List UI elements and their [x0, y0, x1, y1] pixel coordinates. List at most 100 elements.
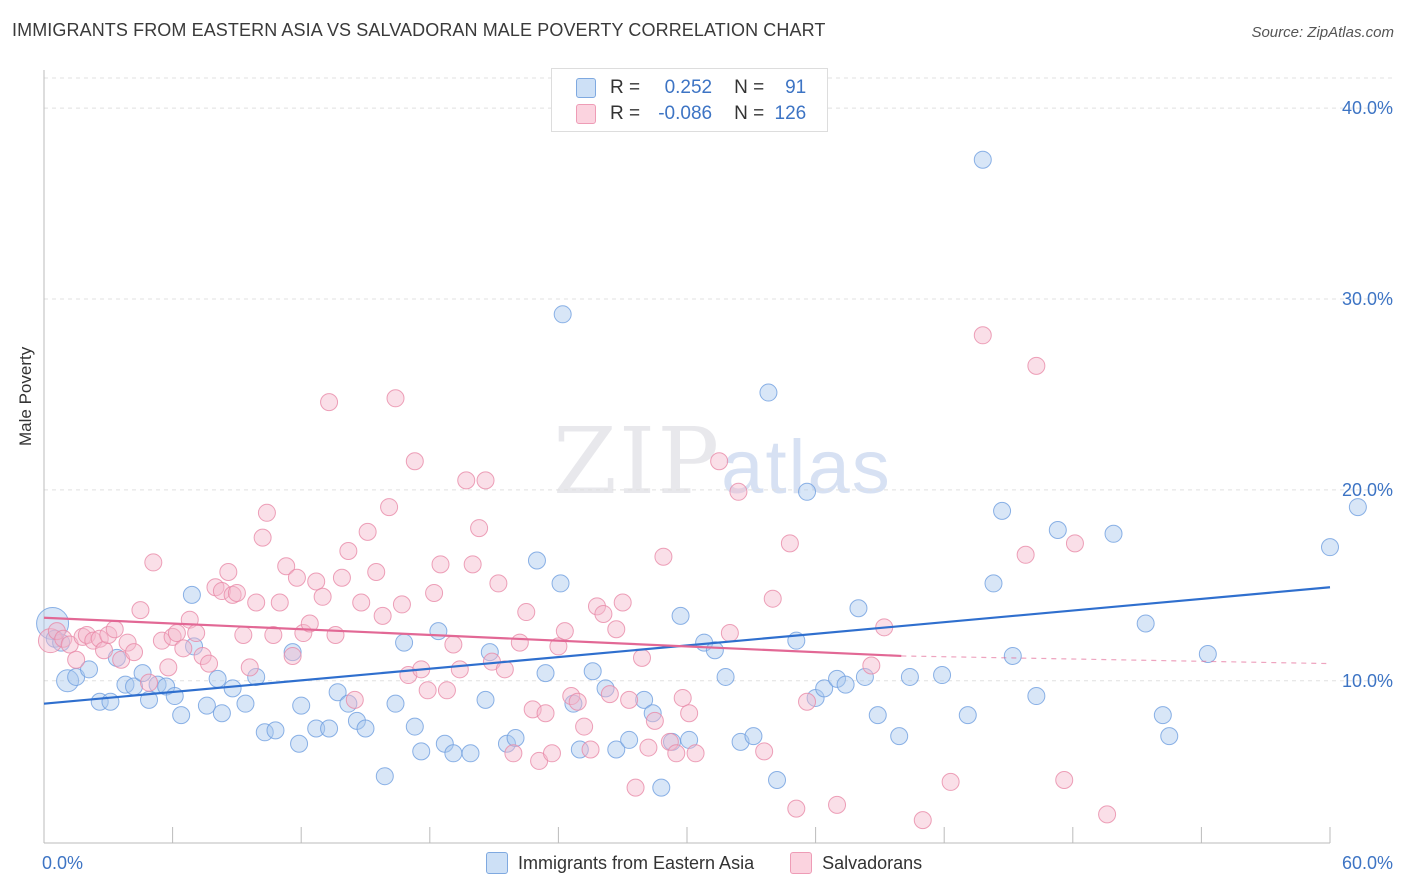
point-salvadoran: [425, 583, 444, 602]
point-salvadoran: [1055, 771, 1074, 790]
point-eastern-asia: [759, 383, 778, 402]
point-eastern-asia: [607, 740, 626, 759]
point-salvadoran: [118, 633, 137, 652]
point-salvadoran: [367, 562, 386, 581]
point-eastern-asia: [798, 482, 817, 501]
point-salvadoran: [219, 562, 238, 581]
y-tick-label: 30.0%: [1342, 289, 1393, 309]
x-tick-label: 0.0%: [42, 853, 83, 873]
bottom-legend-label: Salvadorans: [822, 852, 923, 873]
point-eastern-asia: [958, 706, 977, 725]
point-salvadoran: [1016, 545, 1035, 564]
point-eastern-asia: [223, 679, 242, 698]
point-eastern-asia: [283, 643, 302, 662]
point-eastern-asia: [172, 706, 191, 725]
point-eastern-asia: [444, 744, 463, 763]
bottom-legend: Immigrants from Eastern Asia Salvadorans: [486, 852, 958, 874]
point-eastern-asia: [290, 734, 309, 753]
point-salvadoran: [476, 471, 495, 490]
point-eastern-asia: [744, 727, 763, 746]
point-eastern-asia: [429, 622, 448, 641]
legend-swatch-pink: [576, 104, 596, 124]
point-eastern-asia: [405, 717, 424, 736]
point-eastern-asia: [208, 669, 227, 688]
point-salvadoran: [787, 799, 806, 818]
point-salvadoran: [358, 522, 377, 541]
point-salvadoran: [1065, 534, 1084, 553]
point-eastern-asia: [652, 778, 671, 797]
point-eastern-asia: [133, 664, 152, 683]
point-salvadoran: [780, 534, 799, 553]
point-salvadoran: [270, 593, 289, 612]
point-salvadoran: [193, 646, 212, 665]
point-salvadoran: [405, 452, 424, 471]
point-salvadoran: [320, 393, 339, 412]
point-eastern-asia: [182, 585, 201, 604]
point-salvadoran: [720, 624, 739, 643]
point-salvadoran: [862, 656, 881, 675]
point-salvadoran: [152, 631, 171, 650]
point-salvadoran: [167, 624, 186, 643]
point-salvadoran: [626, 778, 645, 797]
point-salvadoran: [247, 593, 266, 612]
point-eastern-asia: [80, 660, 99, 679]
point-eastern-asia: [768, 771, 787, 790]
point-eastern-asia: [933, 666, 952, 685]
point-salvadoran: [710, 452, 729, 471]
point-salvadoran: [283, 646, 302, 665]
point-salvadoran: [131, 601, 150, 620]
point-salvadoran: [257, 503, 276, 522]
point-salvadoran: [504, 744, 523, 763]
point-eastern-asia: [553, 305, 572, 324]
point-eastern-asia: [836, 675, 855, 694]
bottom-legend-salvadorans: Salvadorans: [790, 852, 922, 874]
point-eastern-asia: [1048, 520, 1067, 539]
legend-n-label: N =: [734, 103, 765, 124]
point-salvadoran: [227, 583, 246, 602]
point-salvadoran: [352, 593, 371, 612]
point-eastern-asia: [328, 683, 347, 702]
point-salvadoran: [463, 555, 482, 574]
point-eastern-asia: [101, 692, 120, 711]
point-salvadoran: [1098, 805, 1117, 824]
point-eastern-asia: [307, 719, 326, 738]
point-salvadoran: [763, 589, 782, 608]
point-eastern-asia: [993, 501, 1012, 520]
point-salvadoran: [620, 690, 639, 709]
point-salvadoran: [95, 641, 114, 660]
point-salvadoran: [380, 498, 399, 517]
point-eastern-asia: [212, 704, 231, 723]
point-salvadoran: [660, 732, 679, 751]
y-tick-label: 40.0%: [1342, 98, 1393, 118]
point-eastern-asia: [900, 667, 919, 686]
point-eastern-asia: [527, 551, 546, 570]
point-eastern-asia: [461, 744, 480, 763]
legend-r-value: 0.252: [664, 77, 713, 98]
point-eastern-asia: [705, 641, 724, 660]
point-salvadoran: [680, 704, 699, 723]
legend-n-label: N =: [734, 77, 765, 98]
point-salvadoran: [144, 553, 163, 572]
point-eastern-asia: [868, 706, 887, 725]
point-eastern-asia: [356, 719, 375, 738]
point-salvadoran: [581, 740, 600, 759]
point-salvadoran: [253, 528, 272, 547]
point-salvadoran: [536, 704, 555, 723]
point-eastern-asia: [476, 690, 495, 709]
bottom-legend-label: Immigrants from Eastern Asia: [518, 852, 755, 873]
point-salvadoran: [307, 572, 326, 591]
point-eastern-asia: [583, 662, 602, 681]
point-salvadoran: [67, 650, 86, 669]
legend-swatch-blue: [576, 78, 596, 98]
point-salvadoran: [187, 624, 206, 643]
point-salvadoran: [632, 648, 651, 667]
point-salvadoran: [667, 744, 686, 763]
point-eastern-asia: [984, 574, 1003, 593]
point-eastern-asia: [292, 696, 311, 715]
point-eastern-asia: [1321, 538, 1339, 557]
point-salvadoran: [240, 658, 259, 677]
point-salvadoran: [386, 389, 405, 408]
point-eastern-asia: [828, 669, 847, 688]
point-eastern-asia: [1027, 687, 1046, 706]
point-salvadoran: [313, 587, 332, 606]
